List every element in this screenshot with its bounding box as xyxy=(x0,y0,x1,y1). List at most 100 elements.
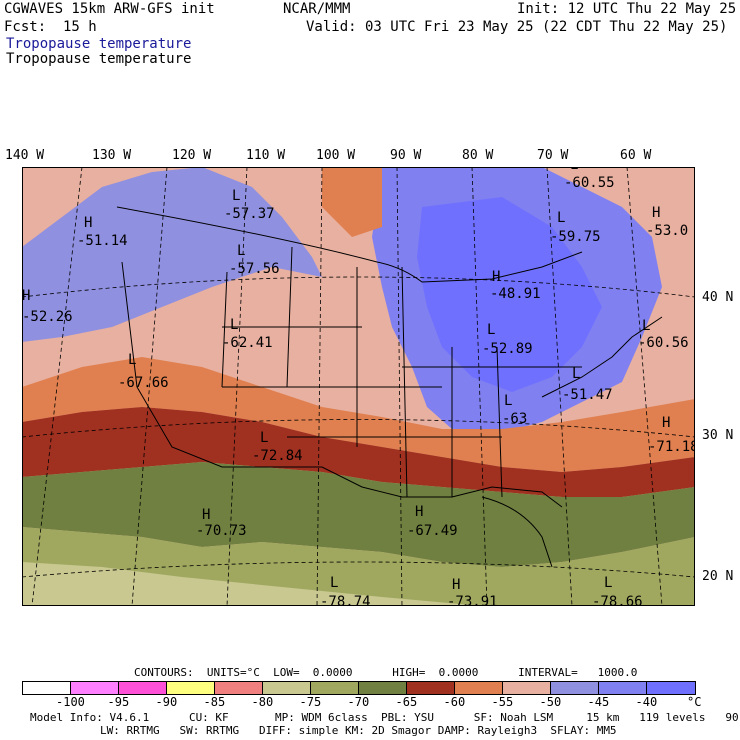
colorbar-swatch xyxy=(215,682,263,694)
extremum-marker: L xyxy=(128,352,136,368)
valid-time: Valid: 03 UTC Fri 23 May 25 (22 CDT Thu … xyxy=(306,19,728,35)
extremum-value: -53.0 xyxy=(646,223,688,239)
extremum-value: -67.49 xyxy=(407,523,458,539)
colorbar-tick-label: -65 xyxy=(395,695,418,709)
colorbar-tick-label: -45 xyxy=(587,695,610,709)
extremum-marker: L xyxy=(237,243,245,259)
extremum-marker: L xyxy=(330,575,338,591)
colorbar-swatch xyxy=(119,682,167,694)
extremum-value: -72.84 xyxy=(252,448,303,464)
forecast-hour: Fcst: 15 h xyxy=(4,19,97,35)
lon-label: 100 W xyxy=(316,148,356,163)
lon-label: 90 W xyxy=(390,148,422,163)
map-frame xyxy=(22,167,695,606)
extremum-marker: L xyxy=(604,575,612,591)
extremum-value: -73.91 xyxy=(447,594,498,606)
colorbar-tick-label: -70 xyxy=(347,695,370,709)
band-deep-blue-core xyxy=(417,197,602,392)
political-borders xyxy=(116,206,663,568)
extremum-value: -60.55 xyxy=(564,175,615,191)
colorbar-tick-label: -60 xyxy=(443,695,466,709)
extremum-value: -48.91 xyxy=(490,286,541,302)
extremum-value: -57.37 xyxy=(224,206,275,222)
colorbar-swatch xyxy=(455,682,503,694)
contours-info: CONTOURS: UNITS=°C LOW= 0.0000 HIGH= 0.0… xyxy=(134,666,638,679)
extremum-marker: L xyxy=(487,322,495,338)
colorbar-swatch xyxy=(359,682,407,694)
extremum-marker: L xyxy=(260,430,268,446)
extremum-marker: H xyxy=(652,205,660,221)
extremum-value: -51.14 xyxy=(77,233,128,249)
extremum-marker: L xyxy=(232,188,240,204)
lon-label: 120 W xyxy=(172,148,212,163)
colorbar-tick-label: -75 xyxy=(299,695,322,709)
colorbar-swatch xyxy=(167,682,215,694)
extremum-marker: L xyxy=(230,317,238,333)
init-time: Init: 12 UTC Thu 22 May 25 xyxy=(517,1,737,17)
tropopause-temperature-map: L -57.37 H -51.14 L -57.56 H -52.26 L -6… xyxy=(22,167,695,606)
extremum-value: -71.18 xyxy=(648,439,695,455)
extremum-marker: H xyxy=(452,577,460,593)
extremum-marker: H xyxy=(662,415,670,431)
lon-label: 110 W xyxy=(246,148,286,163)
colorbar-swatch xyxy=(599,682,647,694)
band-olive xyxy=(22,462,695,567)
colorbar-tick-label: -100 xyxy=(56,695,85,709)
colorbar-tick-label: -85 xyxy=(203,695,226,709)
extremum-value: -62.41 xyxy=(222,335,273,351)
band-dark-red xyxy=(22,407,695,497)
extremum-value: -70.73 xyxy=(196,523,247,539)
extremum-marker: L xyxy=(642,318,650,334)
colorbar-tick-label: -50 xyxy=(539,695,562,709)
lat-label: 20 N xyxy=(702,569,734,584)
colorbar-swatch xyxy=(503,682,551,694)
extremum-value: -63 xyxy=(502,411,527,427)
extremum-value: -78.74 xyxy=(320,594,371,606)
lon-label: 130 W xyxy=(92,148,132,163)
band-orange-north xyxy=(322,167,382,237)
band-salmon-ne xyxy=(582,167,695,227)
extremum-marker: L xyxy=(572,366,580,382)
colorbar-swatch xyxy=(263,682,311,694)
extremum-marker: H xyxy=(492,269,500,285)
extremum-marker: H xyxy=(84,215,92,231)
extremum-value: -52.26 xyxy=(22,309,73,325)
colorbar-tick-label: -95 xyxy=(107,695,130,709)
colorbar-swatch xyxy=(23,682,71,694)
extremum-marker: H xyxy=(415,504,423,520)
extremum-marker: L xyxy=(557,210,565,226)
extremum-marker: H xyxy=(202,507,210,523)
colorbar-tick-label: -40 xyxy=(635,695,658,709)
extremum-value: -78.66 xyxy=(592,594,643,606)
physics-info: LW: RRTMG SW: RRTMG DIFF: simple KM: 2D … xyxy=(100,724,617,737)
extremum-value: -59.75 xyxy=(550,229,601,245)
lon-label: 80 W xyxy=(462,148,494,163)
field-label-fill: Tropopause temperature xyxy=(6,51,192,67)
lat-label: 30 N xyxy=(702,428,734,443)
organization: NCAR/MMM xyxy=(283,1,351,17)
colorbar-tick-label: -55 xyxy=(491,695,514,709)
extremum-marker: L xyxy=(570,167,578,173)
lon-label: 140 W xyxy=(5,148,45,163)
extremum-marker: H xyxy=(22,288,30,304)
extremum-value: -60.56 xyxy=(638,335,689,351)
band-blue-northwest xyxy=(22,167,322,342)
colorbar-tick-label: -90 xyxy=(155,695,178,709)
graticule xyxy=(22,167,695,606)
band-orange xyxy=(22,357,695,472)
lat-label: 40 N xyxy=(702,290,734,305)
colorbar-swatch xyxy=(71,682,119,694)
colorbar xyxy=(22,681,696,695)
colorbar-swatch xyxy=(407,682,455,694)
extremum-value: -51.47 xyxy=(562,387,613,403)
field-label-contour: Tropopause temperature xyxy=(6,36,192,52)
colorbar-swatch xyxy=(311,682,359,694)
colorbar-swatch xyxy=(647,682,695,694)
extremum-marker: L xyxy=(504,393,512,409)
extremum-value: -52.89 xyxy=(482,341,533,357)
colorbar-tick-label: -80 xyxy=(251,695,274,709)
lon-label: 60 W xyxy=(620,148,652,163)
band-pale-khaki xyxy=(22,562,482,606)
lon-label: 70 W xyxy=(537,148,569,163)
extremum-value: -67.66 xyxy=(118,375,169,391)
